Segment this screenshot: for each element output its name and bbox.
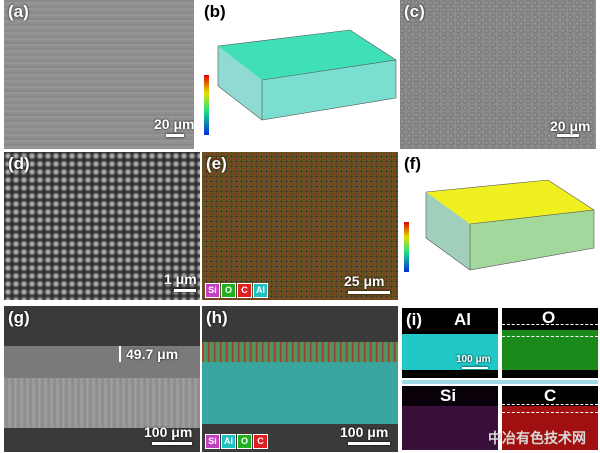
legend-o: O — [221, 283, 236, 298]
legend-o: O — [237, 434, 252, 449]
legend-si: Si — [205, 283, 220, 298]
thickness-label: 49.7 μm — [126, 346, 179, 362]
coating-layer — [4, 346, 200, 378]
scale-bar — [174, 289, 196, 292]
map-o: O — [502, 308, 598, 378]
thickness-arrow — [119, 346, 121, 362]
divider — [402, 380, 598, 384]
panel-b-label: (b) — [204, 2, 226, 21]
scale-label: 100 μm — [340, 424, 389, 440]
scale-bar — [152, 442, 192, 445]
scale-label: 20 μm — [550, 118, 591, 134]
legend-al: Al — [221, 434, 236, 449]
watermark: 中冶有色技术网 — [488, 431, 586, 447]
legend-c: C — [253, 434, 268, 449]
map-si: Si — [402, 386, 498, 450]
panel-i: Al 100 μm O Si C (i) 中冶有色技术网 — [400, 306, 600, 452]
scale-label: 20 μm — [154, 116, 194, 132]
panel-e: (e) Si O C Al 25 μm — [202, 152, 398, 300]
panel-c-label: (c) — [404, 2, 425, 21]
scale-label: 100 μm — [144, 424, 193, 440]
panel-e-label: (e) — [206, 154, 227, 173]
map-c: C — [502, 386, 598, 450]
panel-c: (c) 20 μm — [400, 0, 596, 149]
element-label-o: O — [542, 308, 556, 327]
element-label-si: Si — [440, 386, 457, 405]
panel-d-label: (d) — [8, 154, 30, 173]
legend-al: Al — [253, 283, 268, 298]
panel-f-label: (f) — [404, 154, 421, 173]
panel-g: (g) 49.7 μm 100 μm — [4, 306, 200, 452]
panel-d: (d) 1 μm — [4, 152, 200, 300]
panel-a-label: (a) — [8, 2, 29, 21]
legend-c: C — [237, 283, 252, 298]
map-al: Al 100 μm — [402, 308, 498, 378]
scale-bar — [348, 291, 390, 294]
legend-si: Si — [205, 434, 220, 449]
scale-bar — [557, 134, 579, 137]
panel-h-label: (h) — [206, 308, 228, 327]
scale-bar — [462, 367, 488, 369]
scale-label: 25 μm — [344, 273, 385, 289]
panel-h: (h) Si Al O C 100 μm — [202, 306, 398, 452]
substrate — [202, 362, 398, 424]
scale-bar — [348, 442, 390, 445]
scale-label: 1 μm — [164, 271, 197, 287]
panel-f: (f) — [400, 152, 600, 300]
panel-g-label: (g) — [8, 308, 30, 327]
surface-plot — [404, 179, 595, 272]
coating-layer — [202, 342, 398, 362]
scale-bar — [166, 134, 184, 137]
scale-label: 100 μm — [456, 354, 491, 365]
panel-b: (b) — [200, 0, 400, 150]
element-label-al: Al — [454, 310, 471, 329]
substrate — [4, 378, 200, 428]
panel-i-label: (i) — [406, 310, 423, 329]
element-label-c: C — [544, 386, 557, 405]
surface-plot — [204, 29, 397, 135]
panel-a: (a) 20 μm — [4, 0, 194, 149]
